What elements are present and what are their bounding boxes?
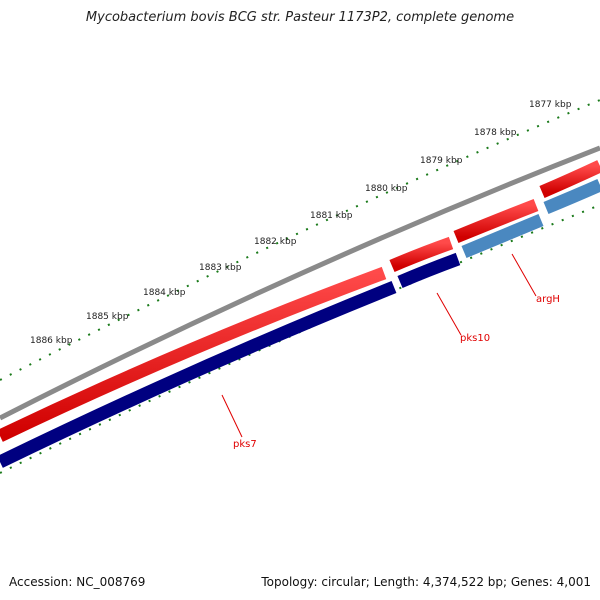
gene-label-argH: argH — [536, 294, 560, 305]
tick-label: 1881 kbp — [310, 211, 353, 221]
tick-label: 1882 kbp — [254, 237, 297, 247]
inner-tick-ring — [0, 204, 600, 474]
topology-label: Topology: circular; Length: 4,374,522 bp… — [261, 575, 591, 589]
reverse-cds-argH[interactable] — [461, 213, 544, 259]
gene-label-pks10: pks10 — [460, 333, 490, 344]
reverse-cds-pks10[interactable] — [397, 252, 461, 288]
forward-cds-pks7[interactable] — [0, 266, 387, 442]
gene-label-pks7: pks7 — [233, 439, 257, 450]
pks10-leader — [436, 292, 462, 336]
reverse-cds-pks7[interactable] — [0, 280, 397, 468]
tick-label: 1885 kbp — [86, 312, 129, 322]
tick-label: 1884 kbp — [143, 288, 186, 298]
tick-label: 1886 kbp — [30, 336, 73, 346]
genome-title: Mycobacterium bovis BCG str. Pasteur 117… — [85, 10, 515, 25]
forward-cds-next[interactable] — [539, 160, 600, 198]
tick-label: 1880 kbp — [365, 184, 408, 194]
pks7-leader — [221, 394, 243, 438]
reverse-cds-next[interactable] — [543, 179, 600, 215]
genome-backbone — [0, 145, 600, 421]
tick-label: 1877 kbp — [529, 100, 572, 110]
tick-label: 1879 kbp — [420, 156, 463, 166]
forward-cds-argH[interactable] — [453, 198, 539, 244]
argH-leader — [511, 253, 537, 297]
accession-label: Accession: NC_008769 — [9, 575, 146, 589]
tick-label: 1878 kbp — [474, 128, 517, 138]
forward-cds-pks10[interactable] — [389, 236, 454, 272]
tick-label: 1883 kbp — [199, 263, 242, 273]
outer-tick-ring — [0, 99, 600, 381]
